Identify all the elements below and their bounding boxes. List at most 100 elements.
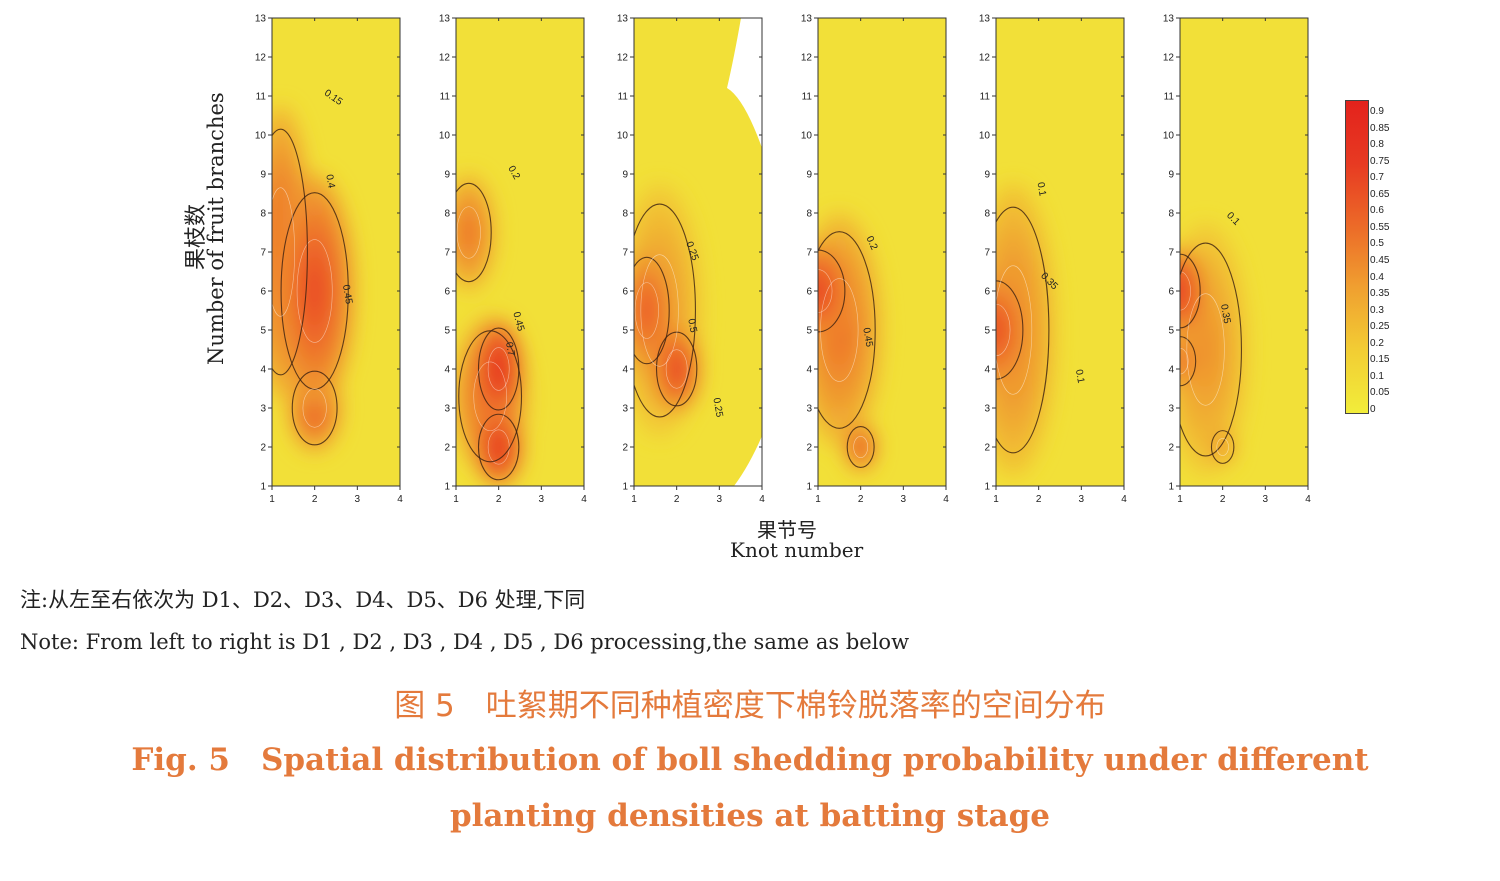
y-tick-label: 9: [622, 170, 628, 181]
y-tick-label: 4: [984, 365, 990, 376]
x-tick-label: 3: [1079, 494, 1085, 505]
contour-line: [1180, 253, 1201, 329]
y-tick-label: 8: [806, 209, 812, 220]
contour-line: [1180, 242, 1242, 457]
hotspot-level: [308, 271, 322, 311]
y-tick-label: 1: [444, 482, 450, 493]
hotspot-level: [818, 282, 824, 300]
y-tick-label: 5: [444, 326, 450, 337]
contour-line-light: [634, 282, 659, 339]
y-tick-label: 11: [802, 92, 813, 103]
colorbar-tick-label: 0.2: [1370, 337, 1384, 349]
y-tick-label: 4: [622, 365, 628, 376]
colorbar-tick-label: 0.1: [1370, 370, 1384, 382]
hotspot-level: [464, 222, 474, 243]
x-tick-label: 2: [858, 494, 864, 505]
x-tick-label: 1: [631, 494, 637, 505]
y-tick-label: 2: [806, 443, 812, 454]
y-tick-label: 3: [260, 404, 266, 415]
y-tick-label: 13: [801, 14, 813, 25]
colorbar-tick-label: 0: [1370, 404, 1376, 415]
x-tick-label: 4: [1305, 494, 1311, 505]
y-tick-label: 12: [1163, 53, 1175, 64]
y-tick-label: 12: [439, 53, 451, 64]
hotspot-level: [494, 440, 503, 454]
y-tick-label: 7: [984, 248, 990, 259]
contour-line-light: [818, 269, 833, 313]
contour-line: [996, 280, 1024, 380]
y-tick-label: 7: [260, 248, 266, 259]
contour-line: [634, 203, 696, 418]
y-tick-label: 3: [806, 404, 812, 415]
y-tick-label: 4: [260, 365, 266, 376]
contour-line: [846, 425, 875, 469]
contour-line: [272, 128, 308, 376]
contour-line: [458, 330, 523, 463]
contour-line-light: [1180, 271, 1191, 311]
colorbar-tick-label: 0.05: [1370, 387, 1390, 399]
contour-line: [291, 370, 338, 446]
x-axis-label-en: Knot number: [730, 538, 864, 562]
y-tick-label: 1: [806, 482, 812, 493]
contour-label: 0.45: [860, 327, 874, 349]
y-tick-label: 7: [622, 248, 628, 259]
colorbar-tick-label: 0.25: [1370, 321, 1390, 333]
contour-line: [456, 182, 492, 283]
y-tick-label: 4: [806, 365, 812, 376]
y-tick-label: 12: [255, 53, 267, 64]
contour-line-light: [302, 388, 327, 428]
y-tick-label: 5: [260, 326, 266, 337]
y-tick-label: 6: [622, 287, 628, 298]
y-tick-label: 11: [980, 92, 991, 103]
contour-label: 0.25: [710, 397, 724, 419]
y-tick-label: 9: [984, 170, 990, 181]
y-tick-label: 9: [444, 170, 450, 181]
y-tick-label: 3: [622, 404, 628, 415]
blank-region-top: [727, 18, 762, 148]
y-tick-label: 8: [260, 209, 266, 220]
hotspot-level: [1180, 283, 1184, 299]
y-tick-label: 6: [260, 287, 266, 298]
y-tick-label: 12: [801, 53, 813, 64]
y-tick-label: 12: [979, 53, 991, 64]
y-tick-label: 6: [1168, 287, 1174, 298]
figure-caption-chinese: 图 5 吐絮期不同种植密度下棉铃脱落率的空间分布: [394, 688, 1106, 724]
hotspot-level: [672, 361, 681, 377]
y-tick-label: 2: [1168, 443, 1174, 454]
contour-label: 0.1: [1073, 369, 1086, 385]
y-tick-label: 7: [1168, 248, 1174, 259]
hotspot-level: [1198, 328, 1213, 371]
x-tick-label: 3: [901, 494, 907, 505]
y-tick-label: 5: [622, 326, 628, 337]
x-tick-label: 1: [815, 494, 821, 505]
contour-line-light: [1216, 438, 1229, 456]
x-tick-label: 2: [1036, 494, 1042, 505]
x-tick-label: 3: [539, 494, 545, 505]
y-tick-label: 6: [444, 287, 450, 298]
contour-line: [1210, 430, 1235, 464]
x-tick-label: 1: [1177, 494, 1183, 505]
y-tick-label: 8: [444, 209, 450, 220]
colorbar-tick-label: 0.15: [1370, 354, 1390, 366]
contour-figure: 果枝数 Number of fruit branches 1 2 3 4 5 6 7 8 9 10…: [184, 14, 1390, 563]
contour-line-light: [1180, 348, 1189, 375]
colorbar-tick-label: 0.3: [1370, 304, 1384, 316]
contour-line-light: [296, 239, 333, 343]
y-tick-label: 9: [806, 170, 812, 181]
contour-label: 0.2: [864, 235, 880, 253]
y-tick-label: 2: [444, 443, 450, 454]
y-tick-label: 6: [984, 287, 990, 298]
y-tick-label: 3: [984, 404, 990, 415]
y-tick-label: 5: [806, 326, 812, 337]
y-tick-label: 13: [979, 14, 991, 25]
y-tick-label: 4: [444, 365, 450, 376]
y-tick-label: 10: [979, 131, 991, 142]
contour-line-light: [996, 265, 1033, 395]
hotspot-level: [858, 442, 864, 452]
contour-line-light: [487, 347, 510, 391]
contour-line-light: [487, 429, 510, 465]
